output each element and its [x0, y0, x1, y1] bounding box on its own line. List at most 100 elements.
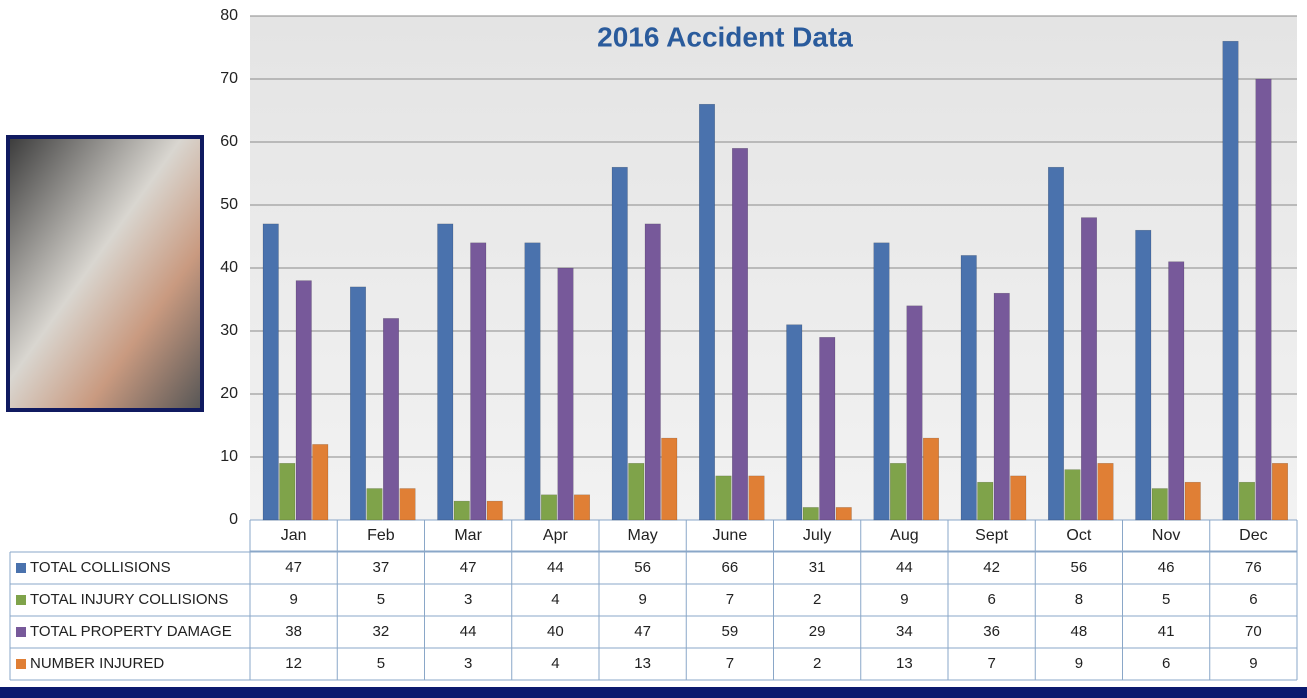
bar: [487, 501, 503, 520]
bar: [749, 476, 765, 520]
x-tick-label: Jan: [281, 527, 307, 544]
bar: [923, 438, 939, 520]
legend-label: NUMBER INJURED: [30, 655, 164, 672]
table-value: 9: [638, 591, 646, 608]
table-value: 46: [1158, 559, 1175, 576]
table-value: 5: [377, 655, 385, 672]
bar: [612, 167, 628, 520]
table-value: 13: [896, 655, 913, 672]
table-value: 36: [983, 623, 1000, 640]
x-tick-label: Sept: [975, 527, 1008, 544]
table-value: 66: [722, 559, 739, 576]
table-value: 59: [722, 623, 739, 640]
bar: [541, 495, 557, 520]
bar: [1256, 79, 1272, 520]
table-value: 8: [1075, 591, 1083, 608]
table-value: 44: [896, 559, 913, 576]
footer-bar: [0, 687, 1307, 698]
table-value: 29: [809, 623, 826, 640]
x-tick-label: Feb: [367, 527, 395, 544]
bar: [1223, 41, 1239, 520]
y-tick-label: 0: [229, 511, 238, 528]
bar: [1152, 489, 1168, 521]
table-value: 5: [377, 591, 385, 608]
bar: [263, 224, 279, 520]
legend-key: [16, 627, 26, 637]
bar: [1011, 476, 1027, 520]
bar: [1185, 482, 1201, 520]
bar: [383, 318, 399, 520]
table-value: 56: [634, 559, 651, 576]
bar: [438, 224, 454, 520]
bar: [907, 306, 923, 520]
table-value: 34: [896, 623, 913, 640]
bar: [874, 243, 890, 520]
y-tick-label: 10: [220, 448, 238, 465]
table-value: 7: [726, 591, 734, 608]
bar: [574, 495, 590, 520]
bar: [994, 293, 1010, 520]
bar: [525, 243, 541, 520]
table-value: 4: [551, 655, 559, 672]
table-value: 9: [900, 591, 908, 608]
y-tick-label: 80: [220, 7, 238, 24]
table-value: 7: [726, 655, 734, 672]
bar: [978, 482, 994, 520]
bar: [454, 501, 470, 520]
table-value: 40: [547, 623, 564, 640]
table-value: 31: [809, 559, 826, 576]
x-tick-label: Nov: [1152, 527, 1180, 544]
legend-key: [16, 595, 26, 605]
table-value: 48: [1071, 623, 1088, 640]
bar: [716, 476, 732, 520]
x-tick-label: Oct: [1066, 527, 1091, 544]
y-tick-label: 60: [220, 133, 238, 150]
bar: [471, 243, 487, 520]
bar: [1048, 167, 1064, 520]
photo: [8, 137, 202, 410]
table-value: 9: [1249, 655, 1257, 672]
table-value: 42: [983, 559, 1000, 576]
x-tick-label: July: [803, 527, 831, 544]
table-value: 38: [285, 623, 302, 640]
bar: [1098, 463, 1114, 520]
x-tick-label: Mar: [454, 527, 482, 544]
bar: [732, 148, 748, 520]
bar: [1272, 463, 1288, 520]
y-tick-label: 50: [220, 196, 238, 213]
table-value: 44: [547, 559, 564, 576]
table-value: 4: [551, 591, 559, 608]
bar: [645, 224, 661, 520]
y-tick-label: 30: [220, 322, 238, 339]
table-value: 47: [460, 559, 477, 576]
bar: [558, 268, 574, 520]
bar: [699, 104, 715, 520]
legend-label: TOTAL INJURY COLLISIONS: [30, 591, 228, 608]
table-value: 12: [285, 655, 302, 672]
bar: [280, 463, 296, 520]
bar: [787, 325, 803, 520]
x-tick-label: Apr: [543, 527, 569, 544]
bar: [803, 507, 819, 520]
legend-label: TOTAL COLLISIONS: [30, 559, 171, 576]
bar: [662, 438, 678, 520]
bar: [367, 489, 383, 521]
table-value: 9: [289, 591, 297, 608]
x-tick-label: May: [628, 527, 658, 544]
bar: [313, 444, 329, 520]
x-tick-label: Dec: [1239, 527, 1267, 544]
table-value: 32: [373, 623, 390, 640]
table-value: 37: [373, 559, 390, 576]
table-value: 56: [1071, 559, 1088, 576]
table-value: 2: [813, 591, 821, 608]
bar: [400, 489, 416, 521]
x-tick-label: Aug: [890, 527, 918, 544]
bar: [836, 507, 852, 520]
table-value: 7: [987, 655, 995, 672]
y-tick-label: 70: [220, 70, 238, 87]
bar: [1239, 482, 1255, 520]
chart: 2016 Accident Data 01020304050607080JanF…: [0, 0, 1307, 698]
table-value: 6: [1162, 655, 1170, 672]
table-value: 44: [460, 623, 477, 640]
table-value: 2: [813, 655, 821, 672]
